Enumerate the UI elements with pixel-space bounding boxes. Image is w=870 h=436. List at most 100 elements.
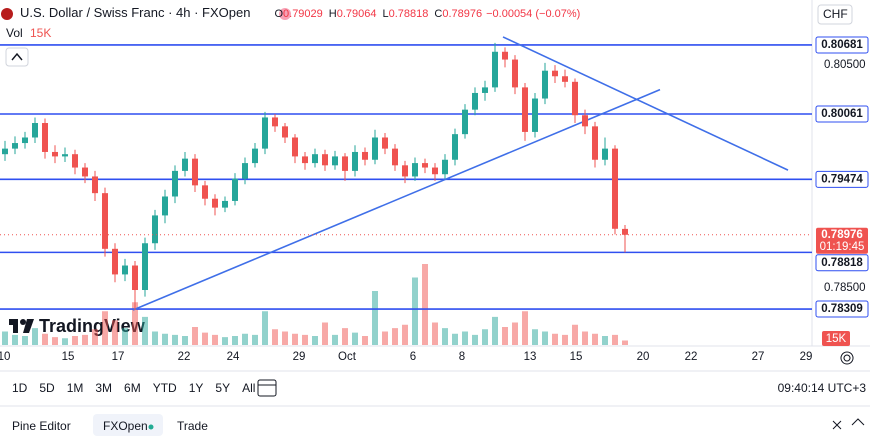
candle-body — [32, 123, 38, 138]
x-tick-label: 22 — [685, 351, 698, 363]
x-tick-label: 10 — [0, 351, 10, 363]
volume-bar — [1, 331, 8, 345]
candle-body — [432, 167, 438, 175]
candle-body — [122, 265, 128, 275]
volume-bar — [462, 331, 468, 345]
tab[interactable]: FXOpen — [103, 419, 148, 433]
range-button[interactable]: 3M — [95, 381, 112, 395]
volume-bar — [622, 340, 628, 345]
candle-body — [222, 200, 228, 208]
candle-body — [422, 163, 428, 168]
volume-label-box — [822, 331, 850, 346]
volume-bar — [142, 316, 148, 345]
ohlc-value: 0.79029 — [283, 8, 323, 20]
watermark: TradingView — [9, 316, 146, 336]
candle-body — [582, 115, 588, 127]
x-tick-label: 22 — [178, 351, 191, 363]
candle-body — [132, 265, 138, 291]
candle-body — [92, 176, 98, 194]
volume-bar — [252, 334, 258, 345]
volume-bar — [102, 311, 108, 345]
tab[interactable]: Trade — [177, 419, 208, 433]
trend-line — [132, 88, 661, 311]
candle-body — [102, 193, 108, 249]
active-tab[interactable] — [93, 414, 163, 436]
range-button[interactable]: All — [242, 381, 255, 395]
countdown: 01:19:45 — [820, 241, 865, 253]
level-label: 0.80681 — [821, 39, 863, 51]
range-button[interactable]: 6M — [124, 381, 141, 395]
volume-bar — [422, 264, 428, 345]
candle-body — [332, 156, 338, 166]
currency: CHF — [823, 7, 848, 21]
range-button[interactable]: 1Y — [189, 381, 204, 395]
volume-bar — [432, 322, 438, 345]
candle-body — [72, 154, 78, 168]
candle-body — [362, 151, 368, 160]
candle-body — [592, 126, 598, 160]
candle-body — [282, 126, 288, 138]
x-tick-label: 6 — [410, 351, 416, 363]
candle-body — [482, 87, 488, 93]
candle-body — [52, 151, 58, 157]
close-icon[interactable] — [832, 420, 842, 430]
range-button[interactable]: 5Y — [215, 381, 230, 395]
tab[interactable]: Pine Editor — [12, 419, 71, 433]
candle-body — [212, 198, 218, 208]
level-label: 0.78818 — [821, 257, 863, 269]
x-tick-label: 20 — [637, 351, 650, 363]
candle-body — [272, 117, 278, 127]
expand-icon[interactable] — [851, 418, 865, 426]
volume-bar — [512, 322, 518, 345]
settings-icon[interactable] — [840, 351, 854, 365]
range-button[interactable]: 1D — [12, 381, 28, 395]
volume-bar — [412, 277, 418, 345]
volume-bar — [272, 329, 278, 345]
range-button[interactable]: YTD — [153, 381, 177, 395]
x-tick-label: 13 — [524, 351, 537, 363]
volume-bar — [232, 336, 238, 345]
candle-body — [542, 70, 548, 99]
volume-bar — [82, 334, 88, 345]
volume-bar — [302, 334, 308, 345]
level-label: 0.80061 — [821, 108, 863, 120]
symbol-flag — [1, 8, 13, 20]
x-tick-label: 15 — [570, 351, 583, 363]
x-tick-label: 17 — [112, 351, 125, 363]
volume-bar — [222, 337, 228, 345]
candle-body — [442, 159, 448, 175]
volume-bar — [312, 336, 318, 345]
volume-bar — [132, 302, 138, 345]
ohlc-key: L — [383, 8, 389, 20]
currency-box[interactable] — [817, 4, 853, 25]
volume-bar — [402, 324, 408, 345]
ohlc-value: 0.78976 — [442, 8, 482, 20]
x-tick-label: 8 — [459, 351, 465, 363]
x-tick-label: 29 — [293, 351, 306, 363]
candle-body — [612, 148, 618, 229]
candle-body — [1, 148, 8, 155]
candle-body — [22, 137, 28, 144]
range-button[interactable]: 1M — [67, 381, 84, 395]
level-label: 0.78309 — [821, 303, 863, 315]
y-tick-label: 0.80500 — [824, 59, 866, 71]
collapse-button[interactable] — [5, 47, 29, 67]
volume-bar — [472, 334, 478, 345]
volume-bar — [552, 333, 558, 345]
candle-body — [342, 156, 348, 171]
range-button[interactable]: 5D — [39, 381, 55, 395]
volume-bar — [262, 311, 268, 345]
volume-bar — [242, 333, 248, 345]
candle-body — [512, 59, 518, 88]
volume-bar — [52, 337, 58, 345]
volume-title: Vol — [6, 26, 23, 40]
calendar-icon[interactable] — [257, 379, 277, 397]
logo-stem — [13, 319, 18, 333]
candle-body — [12, 143, 18, 149]
x-tick-label: 27 — [752, 351, 765, 363]
current-price-label: 0.78976 — [821, 229, 863, 241]
candle-body — [622, 228, 628, 235]
candle-body — [322, 154, 328, 166]
